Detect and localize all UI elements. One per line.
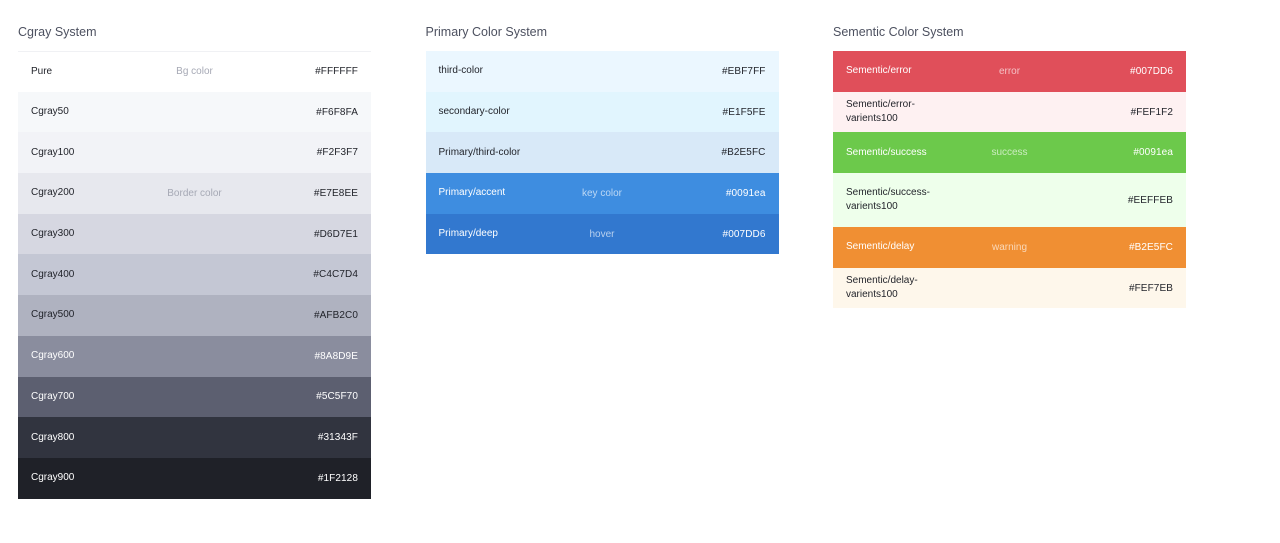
swatch-hex-code: #007DD6 <box>722 228 766 240</box>
color-swatch-row: Cgray600 #8A8D9E <box>18 335 371 377</box>
swatch-hex-code: #FEF1F2 <box>1130 106 1173 118</box>
swatch-hex-code: #E7E8EE <box>313 187 358 199</box>
color-swatch-row: Primary/third-color #B2E5FC <box>425 132 779 174</box>
primary-color-system-panel: Primary Color System third-color #EBF7FF s… <box>425 24 779 255</box>
swatch-hex-code: #007DD6 <box>1130 65 1173 77</box>
swatch-hex-code: #EEFFEB <box>1127 194 1173 206</box>
swatch-name: Cgray50 <box>31 106 69 118</box>
swatch-name: Sementic/error <box>846 65 912 77</box>
swatch-hex-code: #31343F <box>317 432 358 444</box>
color-swatch-row: Sementic/delay-varients100 #FEF7EB <box>833 267 1186 309</box>
sementic-color-system-panel: Sementic Color System Sementic/error erro… <box>833 24 1186 309</box>
color-swatch-row: Primary/deep hover #007DD6 <box>425 213 779 255</box>
panel-title: Sementic Color System <box>833 25 964 39</box>
swatch-name: secondary-color <box>438 106 510 118</box>
swatch-name: Primary/third-color <box>438 146 521 158</box>
swatch-name: Sementic/error-varients100 <box>846 99 915 125</box>
swatch-hex-code: #C4C7D4 <box>313 269 358 281</box>
swatch-name: Cgray700 <box>31 390 75 402</box>
color-swatch-row: Cgray900 #1F2128 <box>18 457 371 499</box>
swatch-name: Cgray100 <box>31 146 75 158</box>
swatch-hex-code: #F2F3F7 <box>316 147 358 159</box>
swatch-hex-code: #B2E5FC <box>1128 241 1173 253</box>
swatch-name: Pure <box>31 65 53 77</box>
color-swatch-row: third-color #EBF7FF <box>425 51 779 92</box>
color-swatch-list: Pure Bg color #FFFFFF Cgray50 #F6F8FA Cgray10… <box>18 51 371 499</box>
color-swatch-row: Cgray700 #5C5F70 <box>18 376 371 418</box>
swatch-name: Cgray600 <box>31 350 75 362</box>
color-swatch-row: secondary-color #E1F5FE <box>425 91 779 133</box>
swatch-hex-code: #0091ea <box>1133 147 1173 159</box>
swatch-name: Sementic/success <box>846 146 927 158</box>
swatch-hex-code: #AFB2C0 <box>313 309 358 321</box>
swatch-name: Cgray200 <box>31 187 75 199</box>
swatch-name: Sementic/delay <box>846 241 915 253</box>
color-swatch-row: Cgray500 #AFB2C0 <box>18 295 371 336</box>
swatch-name: Cgray800 <box>31 431 75 443</box>
swatch-hex-code: #F6F8FA <box>316 106 358 118</box>
swatch-hex-code: #B2E5FC <box>721 147 766 159</box>
swatch-name: Cgray900 <box>31 472 75 484</box>
swatch-name: Sementic/success-varients100 <box>846 187 930 213</box>
swatch-hex-code: #5C5F70 <box>316 391 358 403</box>
swatch-hex-code: #8A8D9E <box>314 350 358 362</box>
color-swatch-row: Cgray300 #D6D7E1 <box>18 213 371 255</box>
color-swatch-row: Sementic/error-varients100 #FEF1F2 <box>833 91 1186 133</box>
swatch-name: Cgray400 <box>31 268 75 280</box>
swatch-hex-code: #1F2128 <box>317 472 358 484</box>
color-swatch-list: Sementic/error error #007DD6 Sementic/error… <box>833 51 1186 309</box>
swatch-name: third-color <box>438 65 483 77</box>
color-swatch-row: Cgray100 #F2F3F7 <box>18 132 371 174</box>
color-swatch-row: Cgray200 Border color #E7E8EE <box>18 173 371 214</box>
panel-title: Cgray System <box>18 25 97 39</box>
swatch-name: Primary/accent <box>438 187 506 199</box>
color-swatch-row: Cgray800 #31343F <box>18 417 371 458</box>
cgray-system-panel: Cgray System Pure Bg color #FFFFFF Cgray50 #… <box>18 24 371 499</box>
swatch-hex-code: #0091ea <box>725 187 766 199</box>
color-swatch-row: Cgray50 #F6F8FA <box>18 91 371 133</box>
color-swatch-row: Cgray400 #C4C7D4 <box>18 254 371 296</box>
color-swatch-row: Sementic/error error #007DD6 <box>833 51 1186 92</box>
swatch-hex-code: #D6D7E1 <box>313 228 358 240</box>
swatch-name: Primary/deep <box>438 228 498 240</box>
swatch-hex-code: #E1F5FE <box>722 106 766 118</box>
swatch-name: Sementic/delay-varients100 <box>846 275 918 301</box>
swatch-name: Cgray300 <box>31 228 75 240</box>
color-swatch-list: third-color #EBF7FF secondary-color #E1F5FE… <box>425 51 779 255</box>
color-swatch-row: Primary/accent key color #0091ea <box>425 173 779 214</box>
swatch-name: Cgray500 <box>31 309 75 321</box>
swatch-hex-code: #FFFFFF <box>315 66 358 78</box>
color-swatch-row: Sementic/delay warning #B2E5FC <box>833 227 1186 268</box>
swatch-hex-code: #EBF7FF <box>722 65 766 77</box>
panel-title: Primary Color System <box>425 25 548 39</box>
color-swatch-row: Pure Bg color #FFFFFF <box>18 51 371 92</box>
color-swatch-row: Sementic/success-varients100 #EEFFEB <box>833 173 1186 228</box>
swatch-hex-code: #FEF7EB <box>1128 282 1173 294</box>
color-swatch-row: Sementic/success success #0091ea <box>833 132 1186 174</box>
